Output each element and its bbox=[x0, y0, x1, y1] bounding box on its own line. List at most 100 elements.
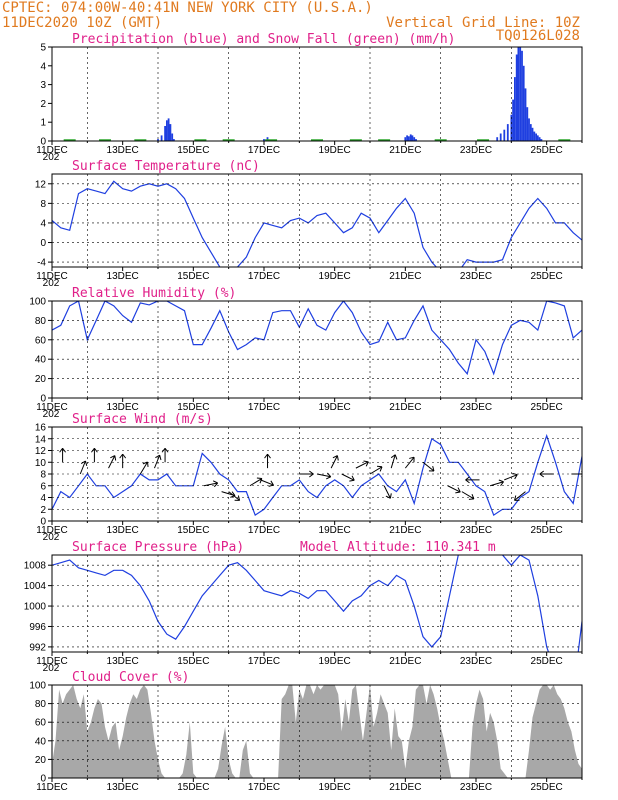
humidity-ytick-label: 0 bbox=[40, 394, 46, 405]
xtick-label: 19DEC bbox=[319, 525, 351, 536]
precip-bar bbox=[526, 107, 529, 141]
xtick-label: 19DEC bbox=[319, 402, 351, 413]
precip-bar bbox=[499, 133, 502, 141]
cloud-title: Cloud Cover (%) bbox=[72, 670, 189, 685]
xtick-label: 13DEC bbox=[107, 782, 139, 793]
precip-bar bbox=[266, 137, 269, 141]
precipitation-ytick-label: 2 bbox=[40, 99, 46, 110]
year-stub: 202 bbox=[43, 152, 60, 163]
xtick-label: 15DEC bbox=[177, 145, 209, 156]
precip-bar bbox=[404, 137, 407, 141]
pressure-frame bbox=[51, 554, 583, 653]
precip-bar bbox=[517, 47, 520, 141]
precip-bar bbox=[528, 118, 530, 141]
precipitation-title: Precipitation (blue) and Snow Fall (gree… bbox=[72, 32, 456, 47]
xtick-label: 11DEC bbox=[36, 271, 68, 282]
cloud-ytick-label: 100 bbox=[29, 681, 46, 692]
year-stub: 202 bbox=[43, 278, 60, 289]
wind-ytick-label: 8 bbox=[40, 470, 46, 481]
xtick-label: 17DEC bbox=[248, 656, 280, 667]
pressure-line bbox=[52, 555, 582, 652]
pressure-ytick-label: 1004 bbox=[24, 581, 47, 592]
xtick-label: 13DEC bbox=[107, 145, 139, 156]
xtick-label: 23DEC bbox=[460, 145, 492, 156]
xtick-label: 11DEC bbox=[36, 525, 68, 536]
xtick-label: 19DEC bbox=[319, 782, 351, 793]
pressure-ytick-label: 992 bbox=[29, 642, 46, 653]
precip-bar bbox=[531, 127, 534, 141]
wind-ytick-label: 6 bbox=[40, 481, 46, 492]
header-date: 11DEC2020 10Z (GMT) bbox=[2, 15, 162, 31]
humidity-frame bbox=[51, 300, 583, 399]
xtick-label: 21DEC bbox=[389, 145, 421, 156]
xtick-label: 21DEC bbox=[389, 525, 421, 536]
precip-bar bbox=[519, 47, 522, 141]
wind-arrow bbox=[539, 470, 554, 478]
precip-bar bbox=[521, 50, 523, 141]
year-stub: 202 bbox=[43, 663, 60, 674]
xtick-label: 15DEC bbox=[177, 782, 209, 793]
cloud-ytick-label: 40 bbox=[35, 736, 47, 747]
wind-arrow bbox=[489, 479, 504, 487]
precip-bar bbox=[408, 136, 410, 141]
wind-ytick-label: 0 bbox=[40, 517, 46, 528]
xtick-label: 13DEC bbox=[107, 656, 139, 667]
xtick-label: 25DEC bbox=[531, 145, 563, 156]
xtick-label: 15DEC bbox=[177, 402, 209, 413]
xtick-label: 11DEC bbox=[36, 402, 68, 413]
wind-arrow bbox=[461, 491, 475, 500]
precip-bar bbox=[160, 135, 163, 141]
temperature-frame bbox=[51, 173, 583, 268]
precip-bar bbox=[157, 139, 159, 141]
wind-ytick-label: 4 bbox=[40, 493, 46, 504]
xtick-label: 11DEC bbox=[36, 145, 68, 156]
wind-arrow bbox=[404, 456, 415, 469]
panel-temperature: -4 0 4 8 12 11DEC 13DEC 15DEC 17DEC 19DEC 21DEC 23D… bbox=[35, 159, 583, 289]
wind-arrow bbox=[355, 460, 369, 469]
temperature-ytick-label: 12 bbox=[35, 179, 47, 190]
temperature-plot bbox=[52, 180, 582, 267]
humidity-ytick-label: 100 bbox=[29, 297, 46, 308]
precip-bar bbox=[164, 126, 166, 141]
precip-bar bbox=[415, 139, 417, 141]
wind-arrow bbox=[119, 453, 127, 469]
wind-arrow bbox=[299, 470, 314, 478]
header-grid-note: Vertical Grid Line: 10Z bbox=[386, 15, 580, 31]
precipitation-plot bbox=[63, 47, 571, 141]
xtick-label: 23DEC bbox=[460, 782, 492, 793]
xtick-label: 17DEC bbox=[248, 145, 280, 156]
xtick-label: 15DEC bbox=[177, 271, 209, 282]
wind-arrow bbox=[203, 480, 219, 488]
temperature-ytick-label: 0 bbox=[40, 238, 46, 249]
precip-bar bbox=[411, 135, 414, 141]
wind-arrow bbox=[264, 453, 271, 469]
wind-arrow bbox=[330, 455, 339, 469]
wind-arrow bbox=[447, 485, 461, 494]
wind-arrow bbox=[341, 473, 355, 482]
precip-bar bbox=[533, 131, 536, 141]
wind-arrow bbox=[154, 454, 162, 469]
humidity-ytick-label: 40 bbox=[35, 355, 47, 366]
wind-title: Surface Wind (m/s) bbox=[72, 412, 213, 427]
pressure-ytick-label: 996 bbox=[29, 622, 46, 633]
wind-arrow bbox=[514, 491, 526, 501]
wind-arrow bbox=[228, 491, 241, 501]
wind-arrow bbox=[139, 461, 149, 475]
precip-bar bbox=[173, 139, 175, 141]
precip-bar bbox=[506, 124, 509, 141]
xtick-label: 21DEC bbox=[389, 402, 421, 413]
wind-arrow bbox=[504, 472, 518, 481]
xtick-label: 21DEC bbox=[389, 656, 421, 667]
temperature-ytick-label: 8 bbox=[40, 199, 46, 210]
pressure-title: Surface Pressure (hPa) bbox=[72, 540, 244, 555]
precipitation-frame bbox=[51, 46, 583, 142]
wind-ytick-label: 16 bbox=[35, 423, 47, 434]
humidity-plot bbox=[52, 301, 582, 376]
xtick-label: 17DEC bbox=[248, 525, 280, 536]
panel-pressure: 992 996 1000 1004 1008 11DEC 13DEC 15DEC 17DEC 19… bbox=[24, 540, 583, 674]
precip-bar bbox=[512, 99, 514, 141]
precipitation-ytick-label: 4 bbox=[40, 61, 46, 72]
panel-cloud: 0 20 40 60 80 100 11DEC 13DEC 15DEC 17DEC 19DEC 21D… bbox=[29, 670, 583, 793]
